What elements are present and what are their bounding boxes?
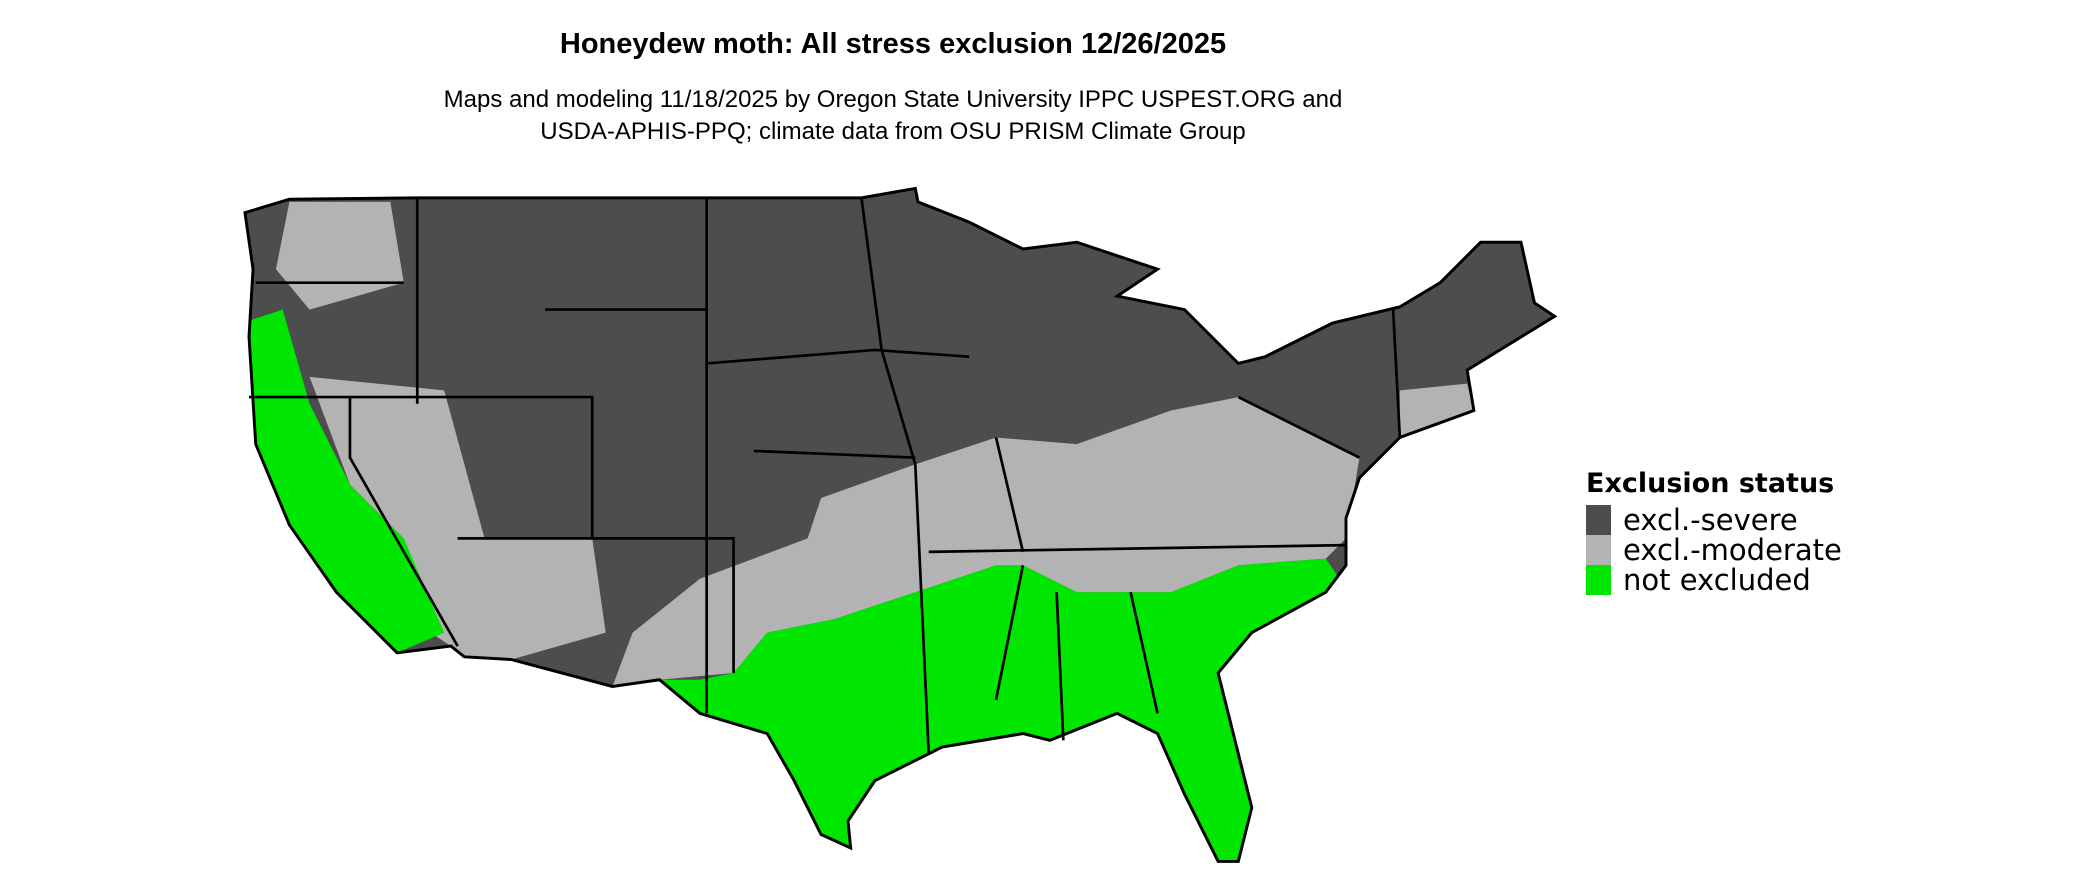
legend-item-severe: excl.-severe [1586, 503, 1842, 537]
legend-label: excl.-moderate [1623, 533, 1842, 567]
legend-swatch-moderate [1586, 535, 1611, 565]
legend-swatch-not-excluded [1586, 565, 1611, 595]
legend-item-moderate: excl.-moderate [1586, 533, 1842, 567]
region-excl-moderate [612, 397, 1360, 687]
legend: Exclusion status excl.-severe excl.-mode… [1586, 468, 1842, 597]
legend-swatch-severe [1586, 505, 1611, 535]
region-not-excluded [659, 558, 1340, 862]
subtitle-line-1: Maps and modeling 11/18/2025 by Oregon S… [443, 86, 1343, 113]
region-not-excluded [244, 309, 445, 653]
map-title: Honeydew moth: All stress exclusion 12/2… [559, 28, 1227, 60]
region-excl-moderate [309, 376, 606, 660]
legend-label: not excluded [1623, 563, 1811, 597]
legend-label: excl.-severe [1623, 503, 1798, 537]
legend-title: Exclusion status [1586, 468, 1835, 499]
legend-item-not-excluded: not excluded [1586, 563, 1842, 597]
state-borders [249, 197, 1402, 754]
us-outline [243, 186, 1558, 863]
subtitle-line-2: USDA-APHIS-PPQ; climate data from OSU PR… [540, 118, 1246, 145]
region-excl-moderate [1399, 383, 1474, 438]
